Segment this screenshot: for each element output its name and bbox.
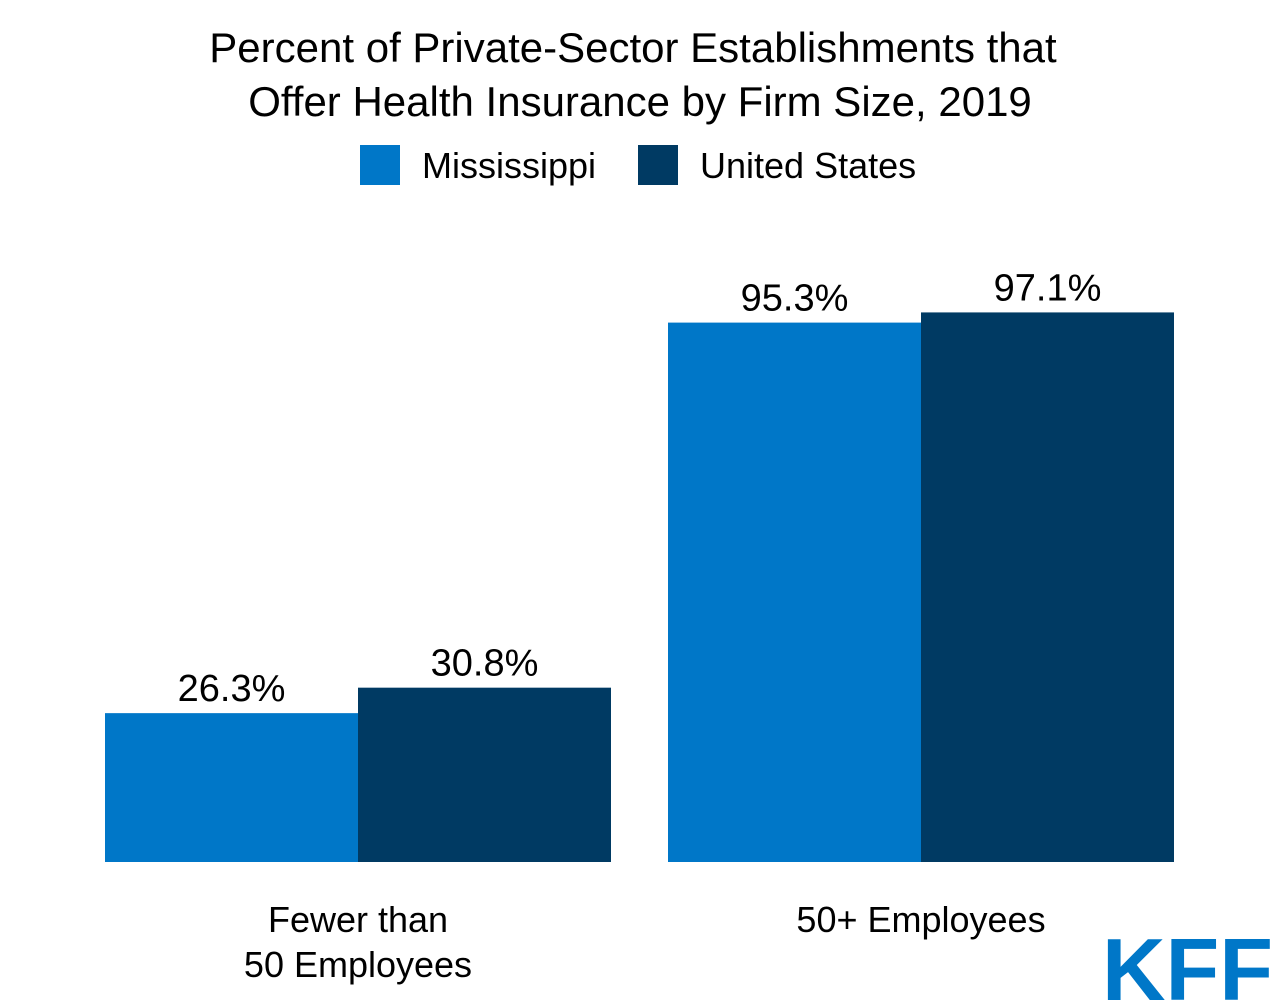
legend-swatch-mississippi — [360, 145, 400, 185]
category-label-0-line-0: Fewer than — [268, 899, 448, 940]
data-label-mississippi-1: 95.3% — [741, 278, 849, 320]
data-label-mississippi-0: 26.3% — [178, 668, 286, 710]
chart-title-line-2: Offer Health Insurance by Firm Size, 201… — [248, 78, 1032, 125]
bar-mississippi-1 — [668, 322, 921, 862]
legend-label-mississippi: Mississippi — [422, 145, 596, 186]
bar-mississippi-0 — [105, 713, 358, 862]
bars — [105, 312, 1174, 862]
chart-title-line-1: Percent of Private-Sector Establishments… — [209, 24, 1057, 71]
data-label-united-states-0: 30.8% — [431, 643, 539, 685]
data-labels: 26.3% 30.8% 95.3% 97.1% — [178, 267, 1102, 710]
legend: Mississippi United States — [360, 145, 916, 186]
legend-label-united-states: United States — [700, 145, 916, 186]
legend-swatch-united-states — [638, 145, 678, 185]
category-label-0-line-1: 50 Employees — [244, 944, 472, 985]
bar-united-states-1 — [921, 312, 1174, 862]
bar-united-states-0 — [358, 687, 611, 862]
data-label-united-states-1: 97.1% — [994, 267, 1102, 309]
kff-logo: KFF — [1102, 920, 1273, 1000]
chart-title: Percent of Private-Sector Establishments… — [209, 24, 1057, 125]
category-label-1-line-0: 50+ Employees — [796, 899, 1045, 940]
